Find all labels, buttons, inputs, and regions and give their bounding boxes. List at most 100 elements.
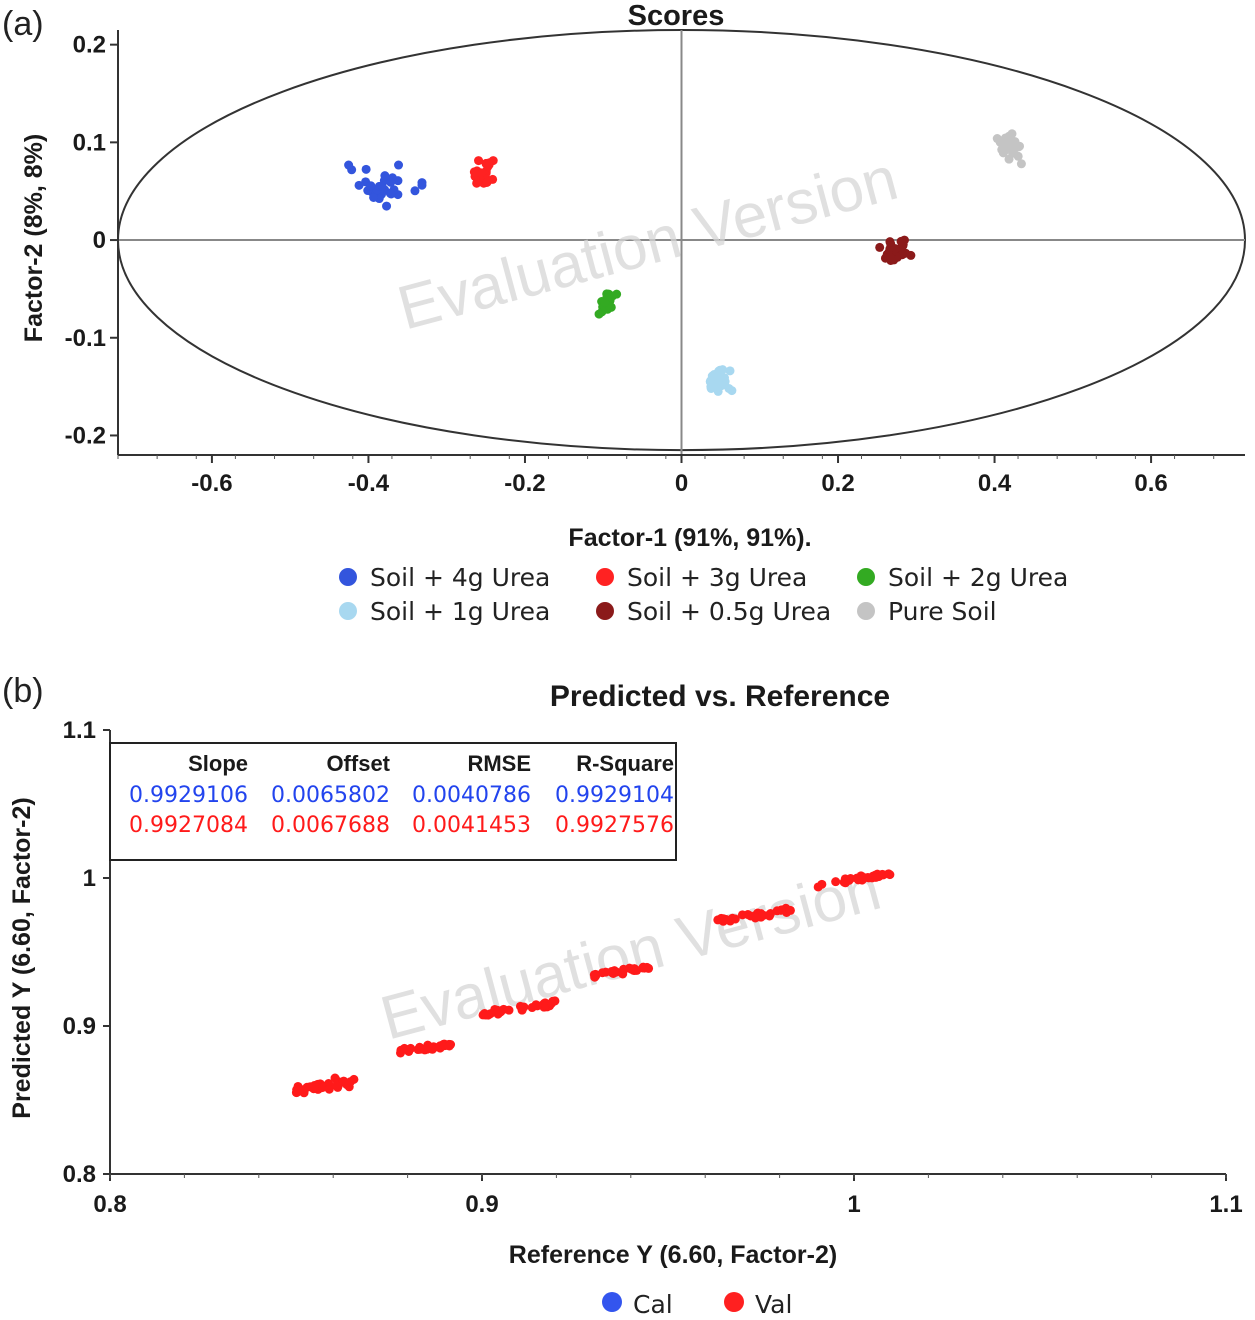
score-point — [344, 160, 354, 170]
x-axis-label: Factor-1 (91%, 91%). — [568, 524, 811, 552]
score-point — [382, 201, 392, 211]
score-point — [410, 186, 420, 196]
legend-label: Soil + 4g Urea — [370, 563, 550, 592]
legend: Cal Val — [602, 1290, 792, 1319]
scores-title: Scores — [628, 0, 725, 32]
prediction-point — [720, 915, 730, 925]
prediction-point — [607, 967, 617, 977]
score-point — [354, 180, 364, 190]
score-point — [488, 174, 498, 184]
prediction-point — [547, 998, 557, 1008]
stats-value: 0.0041453 — [412, 813, 531, 838]
prediction-point — [737, 910, 747, 920]
score-point — [417, 180, 427, 190]
legend-label: Val — [755, 1290, 792, 1319]
stats-value: 0.0067688 — [271, 813, 390, 838]
score-point — [377, 181, 387, 191]
axis-ticks: -0.6 -0.4 -0.2 0 0.2 0.4 0.6 0.2 0.1 0 -0.1 -0.2 — [65, 32, 1215, 497]
prediction-point — [772, 906, 782, 916]
score-point — [875, 242, 885, 252]
panel-a-label: (a) — [2, 5, 44, 43]
x-tick-label: 0.6 — [1134, 470, 1167, 497]
prediction-point — [871, 872, 881, 882]
prediction-point — [296, 1085, 306, 1095]
legend-marker — [339, 602, 357, 620]
y-tick-label: 1.1 — [63, 717, 96, 744]
panel-b-label: (b) — [2, 672, 44, 710]
prediction-point — [504, 1005, 514, 1015]
stats-value: 0.0040786 — [412, 783, 531, 808]
prediction-point — [859, 873, 869, 883]
score-point — [1001, 133, 1011, 143]
score-points — [344, 129, 1026, 396]
score-point — [600, 298, 610, 308]
prediction-point — [813, 882, 823, 892]
legend-marker — [602, 1292, 622, 1312]
legend-label: Soil + 0.5g Urea — [627, 597, 831, 626]
x-tick-label: -0.4 — [348, 470, 390, 497]
prediction-point — [589, 970, 599, 980]
stats-value: 0.9929106 — [129, 783, 248, 808]
prediction-point — [395, 1048, 405, 1058]
score-point — [470, 168, 480, 178]
prediction-point — [730, 914, 740, 924]
score-point — [476, 168, 486, 178]
legend-label: Pure Soil — [888, 597, 997, 626]
score-point — [885, 237, 895, 247]
prediction-point — [426, 1044, 436, 1054]
score-point — [386, 177, 396, 187]
x-tick-label: 0.8 — [93, 1191, 126, 1218]
stats-header: Offset — [326, 751, 390, 776]
prediction-point — [840, 878, 850, 888]
score-point — [714, 366, 724, 376]
legend-marker — [857, 602, 875, 620]
score-point — [474, 156, 484, 166]
prediction-point — [444, 1041, 454, 1051]
x-axis-label: Reference Y (6.60, Factor-2) — [509, 1241, 837, 1269]
prediction-point — [483, 1010, 493, 1020]
prediction-point — [852, 873, 862, 883]
y-axis-label: Predicted Y (6.60, Factor-2) — [8, 797, 36, 1118]
prediction-points — [291, 869, 895, 1098]
watermark-text: Evaluation Version — [374, 854, 888, 1054]
stats-table: Slope Offset RMSE R-Square 0.9929106 0.006580… — [109, 742, 677, 861]
stats-value: 0.9927084 — [129, 813, 248, 838]
score-point — [386, 189, 396, 199]
prediction-point — [746, 911, 756, 921]
x-tick-label: -0.2 — [504, 470, 545, 497]
x-tick-label: 1.1 — [1209, 1191, 1242, 1218]
legend-marker — [596, 568, 614, 586]
legend-marker — [596, 602, 614, 620]
x-tick-label: 1 — [847, 1191, 860, 1218]
y-tick-label: 0.2 — [73, 32, 106, 59]
axis-ticks: 0.8 0.9 1 1.1 0.8 0.9 1 1.1 — [63, 717, 1243, 1218]
y-tick-label: -0.2 — [65, 422, 106, 449]
score-point — [713, 386, 723, 396]
prediction-point — [339, 1076, 349, 1086]
prediction-point — [317, 1083, 327, 1093]
score-point — [366, 181, 376, 191]
prediction-point — [346, 1077, 356, 1087]
prediction-point — [619, 964, 629, 974]
prediction-point — [785, 905, 795, 915]
prediction-point — [878, 870, 888, 880]
score-point — [705, 377, 715, 387]
prediction-point — [330, 1073, 340, 1083]
score-point — [472, 178, 482, 188]
x-tick-label: 0.2 — [821, 470, 854, 497]
pvr-title: Predicted vs. Reference — [550, 680, 890, 713]
score-point — [369, 192, 379, 202]
y-tick-label: 0.9 — [63, 1013, 96, 1040]
scores-chart: (a) Scores -0.6 -0.4 -0.2 0 0.2 0.4 0.6 0.2 0.1 0… — [2, 0, 1246, 626]
prediction-point — [831, 877, 841, 887]
predicted-vs-reference-chart: (b) Predicted vs. Reference 0.8 0.9 1 1.1 0.… — [2, 672, 1243, 1319]
legend-marker — [339, 568, 357, 586]
stats-header: Slope — [188, 751, 248, 776]
score-point — [594, 309, 604, 319]
prediction-point — [332, 1081, 342, 1091]
prediction-point — [309, 1081, 319, 1091]
score-point — [1009, 145, 1019, 155]
stats-value: 0.9929104 — [555, 783, 674, 808]
stats-header: R-Square — [576, 751, 674, 776]
score-point — [394, 160, 404, 170]
